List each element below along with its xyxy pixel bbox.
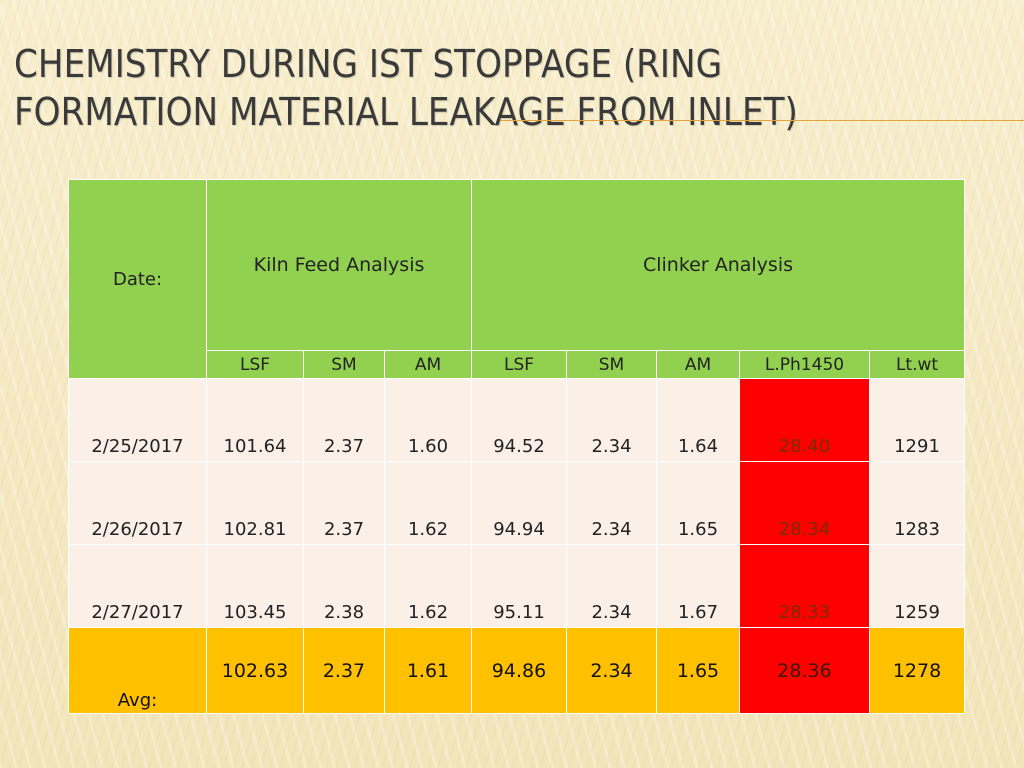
title-line-1: CHEMISTRY DURING IST STOPPAGE (RING (14, 42, 723, 86)
date-header: Date: (68, 179, 207, 379)
col-kiln-lsf: LSF (206, 350, 304, 379)
table-row: 2/27/2017 103.45 2.38 1.62 95.11 2.34 1.… (68, 544, 965, 628)
kiln-feed-header: Kiln Feed Analysis (206, 179, 472, 351)
row-date: 2/25/2017 (68, 378, 207, 462)
cell: 95.11 (471, 544, 567, 628)
avg-cell: 2.34 (566, 627, 657, 714)
cell: 101.64 (206, 378, 304, 462)
slide-title: CHEMISTRY DURING IST STOPPAGE (RING FORM… (14, 40, 914, 136)
cell: 1.67 (656, 544, 740, 628)
avg-cell: 1.61 (384, 627, 472, 714)
avg-cell: 1.65 (656, 627, 740, 714)
avg-cell: 94.86 (471, 627, 567, 714)
row-date: 2/26/2017 (68, 461, 207, 545)
cell: 1.62 (384, 544, 472, 628)
col-kiln-am: AM (384, 350, 472, 379)
cell: 102.81 (206, 461, 304, 545)
col-clinker-am: AM (656, 350, 740, 379)
avg-row: Avg: 102.63 2.37 1.61 94.86 2.34 1.65 28… (68, 627, 965, 714)
cell: 2.34 (566, 378, 657, 462)
title-underline (500, 120, 1024, 121)
avg-cell: 1278 (869, 627, 965, 714)
col-clinker-sm: SM (566, 350, 657, 379)
cell: 103.45 (206, 544, 304, 628)
cell: 1291 (869, 378, 965, 462)
cell-highlight: 28.40 (739, 378, 870, 462)
cell: 1.62 (384, 461, 472, 545)
cell: 2.37 (303, 461, 385, 545)
row-date: 2/27/2017 (68, 544, 207, 628)
table-row: 2/25/2017 101.64 2.37 1.60 94.52 2.34 1.… (68, 378, 965, 462)
cell: 1.65 (656, 461, 740, 545)
title-line-2: FORMATION MATERIAL LEAKAGE FROM INLET) (14, 90, 798, 134)
avg-cell-highlight: 28.36 (739, 627, 870, 714)
cell-highlight: 28.33 (739, 544, 870, 628)
col-kiln-sm: SM (303, 350, 385, 379)
chemistry-table: Date: Kiln Feed Analysis Clinker Analysi… (68, 179, 965, 714)
cell: 2.34 (566, 461, 657, 545)
col-lph1450: L.Ph1450 (739, 350, 870, 379)
cell: 1259 (869, 544, 965, 628)
cell: 2.34 (566, 544, 657, 628)
clinker-header: Clinker Analysis (471, 179, 965, 351)
cell: 2.38 (303, 544, 385, 628)
cell: 2.37 (303, 378, 385, 462)
table-row: 2/26/2017 102.81 2.37 1.62 94.94 2.34 1.… (68, 461, 965, 545)
cell: 1.64 (656, 378, 740, 462)
cell-highlight: 28.34 (739, 461, 870, 545)
col-clinker-lsf: LSF (471, 350, 567, 379)
avg-cell: 2.37 (303, 627, 385, 714)
avg-cell: 102.63 (206, 627, 304, 714)
cell: 94.94 (471, 461, 567, 545)
cell: 94.52 (471, 378, 567, 462)
cell: 1.60 (384, 378, 472, 462)
avg-label: Avg: (68, 627, 207, 714)
col-ltwt: Lt.wt (869, 350, 965, 379)
cell: 1283 (869, 461, 965, 545)
